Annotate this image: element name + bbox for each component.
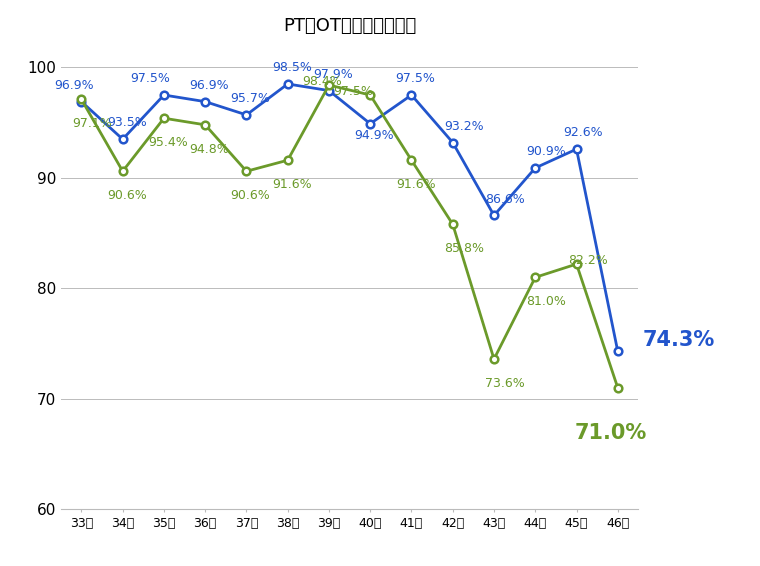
Text: 96.9%: 96.9%	[189, 79, 230, 92]
Text: 97.9%: 97.9%	[313, 68, 353, 81]
Text: 73.6%: 73.6%	[485, 377, 525, 390]
Text: 98.4%: 98.4%	[302, 75, 342, 88]
Text: 97.5%: 97.5%	[396, 72, 435, 85]
Text: 94.8%: 94.8%	[189, 143, 230, 156]
Text: 90.6%: 90.6%	[107, 189, 147, 202]
Text: 97.5%: 97.5%	[334, 85, 373, 98]
Text: 91.6%: 91.6%	[396, 178, 435, 191]
Text: 93.5%: 93.5%	[107, 117, 147, 130]
Text: 90.9%: 90.9%	[527, 145, 566, 158]
Text: 95.7%: 95.7%	[231, 92, 271, 105]
Text: 93.2%: 93.2%	[444, 120, 483, 133]
Text: 74.3%: 74.3%	[643, 331, 715, 350]
Title: PT・OT国家試験合格率: PT・OT国家試験合格率	[283, 18, 416, 36]
Text: 91.6%: 91.6%	[272, 178, 312, 191]
Text: 95.4%: 95.4%	[148, 136, 188, 149]
Text: 97.1%: 97.1%	[73, 118, 112, 131]
Text: 98.5%: 98.5%	[272, 61, 312, 74]
Text: 94.9%: 94.9%	[355, 129, 394, 142]
Text: 86.6%: 86.6%	[485, 193, 525, 205]
Text: 96.9%: 96.9%	[55, 79, 94, 92]
Text: 90.6%: 90.6%	[231, 189, 271, 202]
Text: 81.0%: 81.0%	[527, 295, 566, 308]
Text: 82.2%: 82.2%	[568, 254, 607, 267]
Text: 85.8%: 85.8%	[444, 242, 484, 255]
Text: 71.0%: 71.0%	[575, 423, 647, 443]
Text: 92.6%: 92.6%	[564, 126, 603, 139]
Text: 97.5%: 97.5%	[130, 72, 170, 85]
